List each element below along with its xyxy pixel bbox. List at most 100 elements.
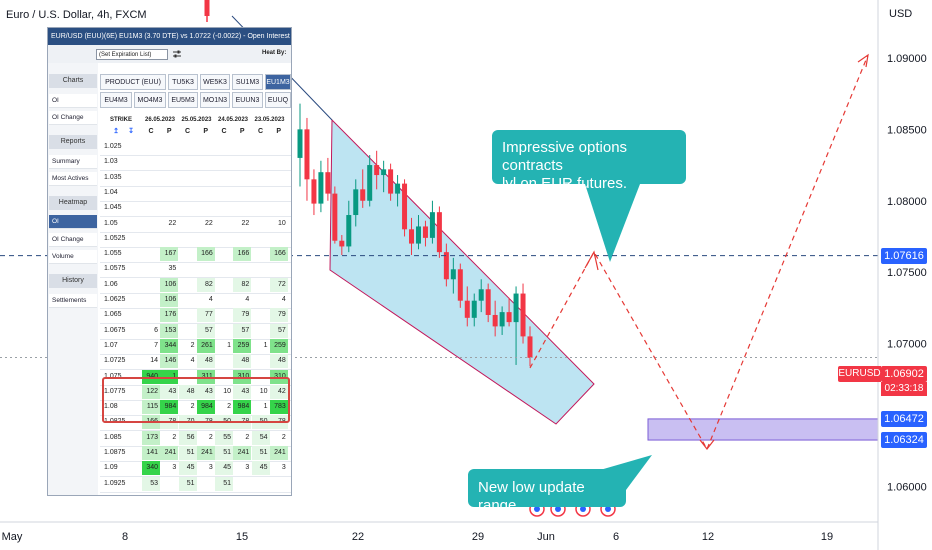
oi-cell — [160, 186, 178, 200]
nav-item-heatmap-volume[interactable]: Volume — [49, 250, 97, 264]
contract-tab[interactable]: MO4M3 — [134, 92, 166, 108]
oi-heatmap-grid: STRIKE 26.05.2023 25.05.2023 24.05.2023 23.0… — [100, 114, 291, 495]
callout-line-1: Impressive options contracts — [502, 139, 628, 174]
candle-body — [492, 314, 498, 327]
candle-body — [395, 183, 401, 194]
oi-cell — [252, 171, 270, 185]
oi-cell — [215, 293, 233, 307]
oi-cell: 55 — [215, 430, 233, 445]
oi-cell — [142, 186, 160, 200]
strike-cell: 1.04 — [104, 188, 118, 196]
date-header: 25.05.2023 — [181, 117, 212, 123]
oi-cell: 984 — [160, 400, 179, 415]
nav-item-heatmap-oi[interactable]: OI — [49, 215, 97, 229]
candle-body — [471, 300, 477, 318]
nav-item-summary[interactable]: Summary — [49, 155, 97, 169]
table-row: 1.03 — [100, 155, 291, 172]
time-tick-label: 22 — [352, 531, 364, 543]
time-tick-label: 12 — [702, 531, 714, 543]
strike-cell: 1.045 — [104, 204, 122, 212]
put-header: P — [276, 128, 282, 135]
oi-cell: 72 — [269, 277, 288, 292]
call-header: C — [148, 128, 154, 135]
put-header: P — [203, 128, 209, 135]
candle-body — [325, 172, 331, 194]
sort-desc-icon: ↧ — [128, 128, 134, 135]
oi-cell: 10 — [259, 387, 268, 395]
oi-cell: 10 — [277, 219, 286, 227]
oi-cell — [252, 354, 270, 368]
panel-header: EUR/USD (EUU)(6E) EU1M3 (3.70 DTE) vs 1.… — [48, 28, 291, 45]
contract-tab[interactable]: EU4M3 — [100, 92, 132, 108]
oi-cell — [197, 171, 215, 185]
oi-cell: 79 — [233, 308, 252, 323]
oi-cell — [179, 201, 197, 215]
target-range-box — [647, 418, 879, 441]
call-header: C — [257, 128, 264, 135]
expiration-select[interactable]: (Set Expiration List) — [96, 49, 168, 60]
contract-tab[interactable]: TU5K3 — [168, 74, 198, 90]
contract-tab[interactable]: EUUN3 — [232, 92, 263, 108]
candle-body — [409, 229, 415, 244]
nav-head-history: History — [49, 274, 97, 288]
oi-cell: 10 — [223, 387, 231, 395]
time-tick-label: May — [2, 531, 23, 543]
oi-cell: 344 — [160, 338, 179, 353]
nav-head-charts: Charts — [49, 74, 97, 88]
contract-tab[interactable]: SU1M3 — [232, 74, 263, 90]
candle-body — [374, 165, 380, 176]
candle-body — [311, 179, 317, 204]
oi-cell — [142, 171, 160, 185]
strike-cell: 1.07 — [104, 341, 118, 349]
strike-cell: 1.025 — [104, 143, 122, 150]
oi-cell: 167 — [160, 247, 179, 262]
table-row: 1.0775 122 43 48 43 10 43 10 42 — [100, 384, 291, 401]
table-row: 1.0575 35 — [100, 262, 291, 279]
oi-cell: 4 — [190, 357, 195, 365]
oi-cell: 2 — [172, 433, 177, 441]
oi-cell — [270, 186, 288, 200]
table-row: 1.055 167 166 166 166 — [100, 247, 291, 264]
nav-item-heatmap-oi-change[interactable]: OI Change — [49, 233, 97, 247]
oi-cell: 1 — [263, 341, 268, 349]
nav-item-oi-change[interactable]: OI Change — [49, 111, 97, 125]
oi-cell — [160, 155, 178, 169]
callout-pointer — [585, 184, 640, 262]
nav-item-oi[interactable]: OI — [49, 94, 97, 108]
strike-cell: 1.065 — [104, 311, 122, 319]
nav-item-settlements[interactable]: Settlements — [49, 294, 97, 308]
contract-tab[interactable]: PRODUCT (EUU) — [100, 74, 166, 90]
callout-options-note[interactable]: Impressive options contracts lvl on EUR … — [492, 130, 686, 192]
arrow-head — [584, 250, 599, 271]
oi-cell — [197, 140, 215, 154]
oi-cell — [252, 155, 270, 169]
put-header: P — [166, 128, 172, 135]
open-interest-panel: EUR/USD (EUU)(6E) EU1M3 (3.70 DTE) vs 1.… — [47, 27, 292, 496]
sliders-icon[interactable] — [172, 49, 182, 59]
time-tick-label: 15 — [236, 531, 248, 543]
contract-tab[interactable]: WE5K3 — [200, 74, 230, 90]
oi-cell — [179, 217, 197, 231]
contract-tab[interactable]: EUUQ — [265, 92, 291, 108]
oi-cell: 51 — [215, 476, 233, 491]
oi-cell — [179, 262, 197, 276]
time-tick-label: Jun — [537, 531, 555, 543]
oi-cell: 22 — [168, 219, 177, 227]
oi-cell — [252, 232, 270, 246]
oi-cell — [215, 278, 233, 292]
contract-tab[interactable]: EU5M3 — [168, 92, 198, 108]
strike-cell: 1.0625 — [104, 296, 126, 303]
callout-low-range[interactable]: New low update range — [468, 469, 626, 514]
currency-label: USD — [889, 8, 913, 20]
oi-cell: 940 — [142, 369, 160, 384]
oi-cell: 2 — [190, 341, 195, 349]
oi-cell: 3 — [208, 464, 213, 472]
contract-tab[interactable]: EU1M3 — [265, 74, 291, 90]
strike-cell: 1.05 — [104, 219, 118, 227]
oi-cell: 241 — [160, 446, 179, 460]
nav-item-most-actives[interactable]: Most Actives — [49, 172, 97, 186]
contract-tab[interactable]: MO1N3 — [200, 92, 230, 108]
oi-cell — [252, 278, 270, 292]
candle-body — [388, 169, 394, 194]
